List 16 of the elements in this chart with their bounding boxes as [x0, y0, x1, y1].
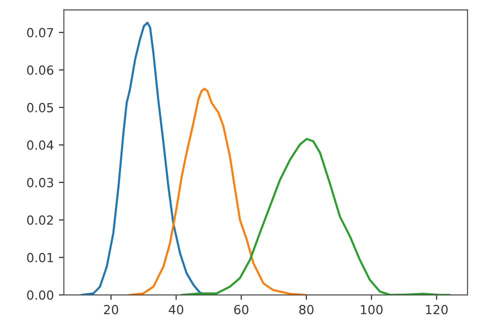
x-tick-label: 40 — [168, 304, 184, 314]
y-tick-label: 0.03 — [27, 178, 54, 188]
line-series — [180, 138, 450, 295]
x-tick-label: 80 — [299, 304, 314, 314]
y-tick-label: 0.01 — [27, 252, 53, 262]
y-tick-label: 0.06 — [27, 65, 54, 75]
x-tick-label: 100 — [360, 304, 383, 314]
x-tick-label: 120 — [426, 304, 448, 314]
y-tick-label: 0.05 — [27, 102, 54, 112]
x-tick-label: 20 — [104, 304, 118, 314]
y-tick-label: 0.00 — [27, 290, 54, 300]
y-tick-label: 0.07 — [27, 28, 54, 38]
x-tick-label: 60 — [234, 304, 248, 314]
line-series — [128, 88, 306, 295]
y-tick-label: 0.04 — [27, 140, 54, 150]
y-tick-label: 0.02 — [27, 215, 53, 225]
